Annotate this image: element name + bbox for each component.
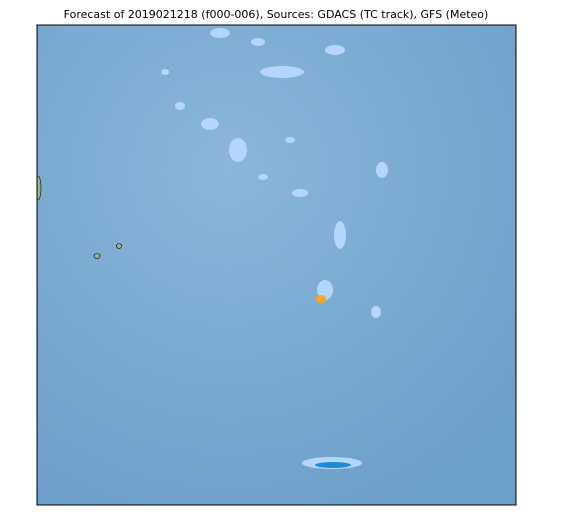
precip-core <box>315 462 351 468</box>
map-area <box>37 25 516 505</box>
map-title: Forecast of 2019021218 (f000-006), Sourc… <box>64 8 489 21</box>
map-frame <box>36 24 517 506</box>
precip-core <box>316 295 326 303</box>
islands <box>37 175 122 259</box>
ocean <box>37 25 516 505</box>
